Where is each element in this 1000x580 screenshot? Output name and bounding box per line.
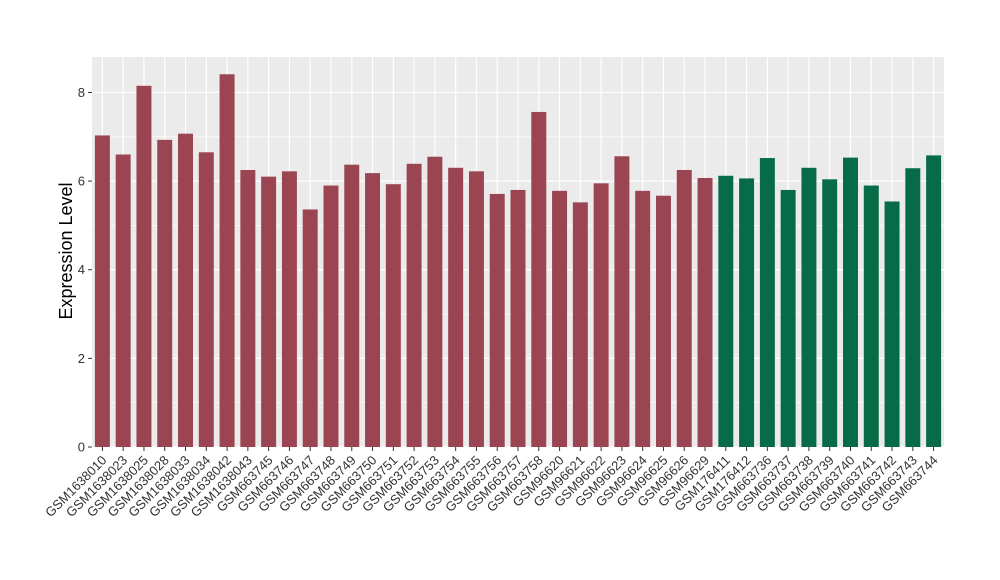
bar-GSM663741 <box>863 185 879 448</box>
bar-GSM1638025 <box>136 85 152 447</box>
bar-GSM663748 <box>323 185 339 448</box>
bar-GSM1638028 <box>157 139 173 447</box>
bar-GSM176412 <box>739 178 755 447</box>
bar-GSM663754 <box>448 167 464 447</box>
y-tick-label: 6 <box>78 174 85 189</box>
bar-GSM663753 <box>427 156 443 447</box>
bar-GSM663737 <box>780 189 796 448</box>
bar-GSM176411 <box>718 175 734 448</box>
bar-GSM663747 <box>302 209 318 447</box>
y-axis-title: Expression Level <box>56 182 76 319</box>
y-tick-label: 8 <box>78 85 85 100</box>
bar-GSM1638010 <box>94 135 110 447</box>
bar-GSM96626 <box>676 170 692 448</box>
bar-GSM663736 <box>759 158 775 447</box>
bars <box>94 74 942 448</box>
bar-GSM663757 <box>510 189 526 448</box>
y-tick-label: 4 <box>78 262 85 277</box>
y-tick-label: 2 <box>78 351 85 366</box>
bar-GSM96622 <box>593 183 609 447</box>
x-axis: GSM1638010GSM1638023GSM1638025GSM1638028… <box>42 447 941 520</box>
bar-GSM96620 <box>552 190 568 447</box>
bar-GSM663740 <box>843 157 858 447</box>
bar-GSM96623 <box>614 156 630 448</box>
bar-GSM1638034 <box>198 152 214 447</box>
bar-GSM663745 <box>261 176 277 447</box>
bar-GSM96621 <box>572 202 588 447</box>
y-tick-label: 0 <box>78 440 85 455</box>
bar-GSM96625 <box>655 195 671 447</box>
bar-GSM663743 <box>905 168 921 447</box>
bar-GSM1638023 <box>115 154 131 447</box>
bar-GSM663739 <box>822 179 838 447</box>
bar-GSM1638033 <box>178 133 193 447</box>
bar-GSM663751 <box>385 184 401 447</box>
bar-GSM663744 <box>926 155 942 448</box>
bar-GSM663746 <box>281 171 297 447</box>
bar-GSM96629 <box>697 177 713 447</box>
bar-GSM1638043 <box>240 170 256 448</box>
bar-GSM663742 <box>884 201 900 447</box>
bar-GSM96624 <box>635 190 651 447</box>
y-axis: 0 2 4 6 8 <box>78 85 92 455</box>
bar-GSM663738 <box>801 167 817 447</box>
bar-GSM663755 <box>468 171 484 447</box>
bar-GSM1638042 <box>219 74 235 447</box>
bar-GSM663756 <box>489 193 505 447</box>
bar-GSM663752 <box>406 163 422 447</box>
bar-GSM663750 <box>365 173 381 447</box>
bar-GSM663749 <box>344 164 360 447</box>
bar-GSM663758 <box>531 111 547 448</box>
